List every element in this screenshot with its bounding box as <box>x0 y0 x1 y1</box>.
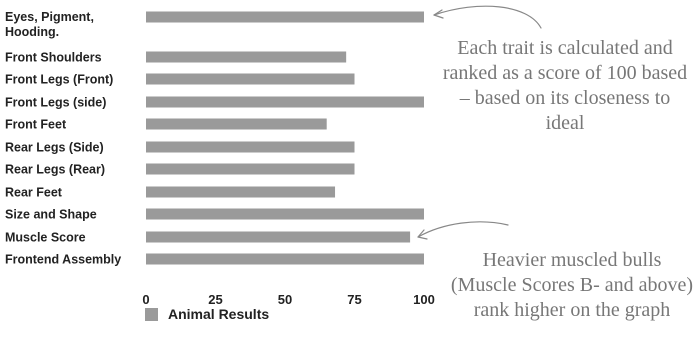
category-label: Eyes, Pigment, <box>5 10 94 24</box>
category-label: Front Legs (Front) <box>5 73 113 87</box>
category-label: Front Legs (side) <box>5 96 106 110</box>
category-label: Front Shoulders <box>5 51 102 65</box>
bar <box>146 73 355 85</box>
bar <box>146 118 327 130</box>
legend-swatch <box>145 307 158 321</box>
bar <box>146 208 424 220</box>
legend: Animal Results <box>145 306 269 322</box>
bar <box>146 51 347 63</box>
category-label: Muscle Score <box>5 231 86 245</box>
category-label: Size and Shape <box>5 208 97 222</box>
x-tick-label: 75 <box>347 292 361 307</box>
bar <box>146 96 424 108</box>
arrowhead-muscle <box>417 229 428 240</box>
category-label: Rear Feet <box>5 186 63 200</box>
x-tick-label: 50 <box>278 292 292 307</box>
bar <box>146 253 424 265</box>
arrow-to-eyes-bar <box>433 5 542 29</box>
arrow-to-muscle-bar <box>417 221 509 238</box>
category-label: Front Feet <box>5 118 67 132</box>
category-label: Rear Legs (Rear) <box>5 163 105 177</box>
category-label: Rear Legs (Side) <box>5 141 104 155</box>
annotation-score-explanation: Each trait is calculated and ranked as a… <box>442 37 688 134</box>
bar <box>146 231 411 243</box>
bar <box>146 141 355 153</box>
legend-label: Animal Results <box>168 306 270 322</box>
annotation-muscle-score: Heavier muscled bulls (Muscle Scores B- … <box>450 249 694 321</box>
bar <box>146 11 424 23</box>
category-label: Hooding. <box>5 25 59 39</box>
category-label: Frontend Assembly <box>5 253 121 267</box>
arrowhead-eyes <box>433 9 444 19</box>
x-tick-label: 25 <box>208 292 222 307</box>
x-tick-label: 0 <box>142 292 149 307</box>
bar <box>146 186 336 198</box>
x-tick-label: 100 <box>413 292 435 307</box>
bar <box>146 163 355 175</box>
